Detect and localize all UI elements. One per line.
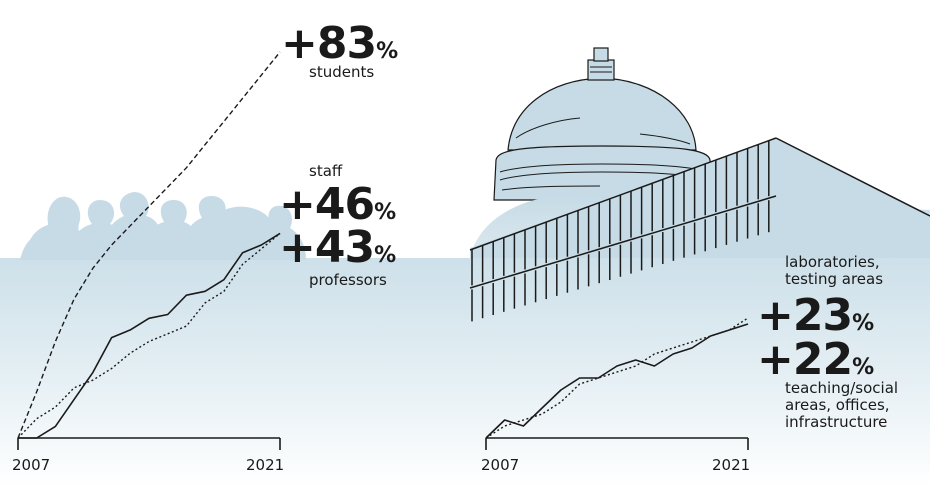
left-chart-series-0-line: [17, 51, 281, 439]
professors-callout-value: +43: [279, 222, 375, 273]
professors-callout: +43%: [279, 226, 396, 270]
labs-callout-value: +23: [757, 290, 853, 341]
teaching-callout-unit: %: [852, 355, 875, 380]
students-callout-value: +83: [281, 18, 377, 69]
right-chart: [485, 317, 749, 450]
labs-callout-unit: %: [852, 311, 875, 336]
staff-callout: +46%: [279, 183, 396, 227]
labs-label-line-2: testing areas: [785, 270, 884, 288]
staff-label: staff: [309, 162, 343, 180]
professors-callout-unit: %: [374, 243, 397, 268]
professors-label: professors: [309, 271, 387, 289]
labs-label-line-1: laboratories,: [785, 253, 880, 271]
right-x-start-label: 2007: [481, 456, 520, 474]
teaching-label-line-2: areas, offices,: [785, 396, 890, 414]
right-chart-series-1-line: [485, 317, 749, 439]
students-callout: +83%: [281, 22, 398, 66]
background-band: [0, 222, 930, 487]
left-x-start-label: 2007: [12, 456, 51, 474]
staff-callout-unit: %: [374, 200, 397, 225]
students-callout-unit: %: [376, 39, 399, 64]
teaching-callout: +22%: [757, 338, 874, 382]
left-chart-series-2-line: [17, 232, 281, 439]
teaching-label-line-1: teaching/social: [785, 379, 899, 397]
teaching-callout-value: +22: [757, 334, 853, 385]
dome-building-illustration: [469, 47, 930, 322]
labs-label: laboratories, testing areas: [785, 254, 883, 288]
left-chart-series-1-line: [18, 232, 281, 439]
facade-columns: [471, 140, 770, 322]
teaching-label: teaching/social areas, offices, infrastr…: [785, 380, 898, 431]
labs-callout: +23%: [757, 294, 874, 338]
left-x-end-label: 2021: [246, 456, 285, 474]
right-chart-series-0-line: [485, 323, 749, 439]
right-x-end-label: 2021: [712, 456, 751, 474]
left-chart: [17, 51, 281, 450]
teaching-label-line-3: infrastructure: [785, 413, 888, 431]
staff-callout-value: +46: [279, 179, 375, 230]
students-label: students: [309, 63, 375, 81]
